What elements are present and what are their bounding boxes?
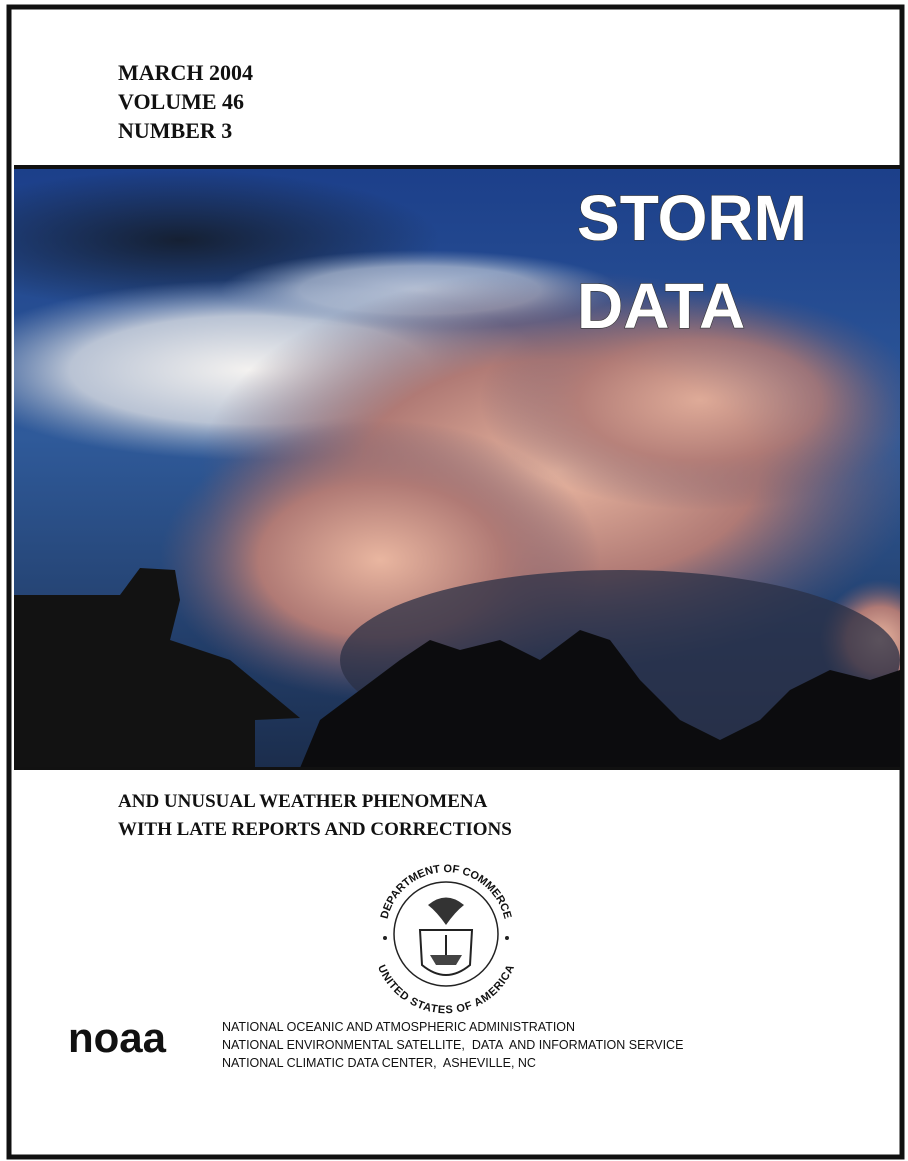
agency-line: NATIONAL OCEANIC AND ATMOSPHERIC ADMINIS…	[222, 1020, 575, 1034]
seal-bottom-text: UNITED STATES OF AMERICA	[375, 963, 517, 1016]
cover-photo	[0, 167, 908, 768]
photo-bottom-rule	[14, 767, 900, 770]
title-line: DATA	[577, 270, 745, 342]
photo-top-rule	[14, 165, 900, 169]
subtitle-line: WITH LATE REPORTS AND CORRECTIONS	[118, 819, 512, 840]
agency-line: NATIONAL CLIMATIC DATA CENTER, ASHEVILLE…	[222, 1056, 536, 1070]
agency-line: NATIONAL ENVIRONMENTAL SATELLITE, DATA A…	[222, 1038, 683, 1052]
noaa-logo: noaa	[68, 1014, 167, 1061]
number: NUMBER 3	[118, 118, 232, 143]
title-line: STORM	[577, 182, 807, 254]
seal-bottom-text-path: UNITED STATES OF AMERICA	[375, 963, 517, 1016]
commerce-seal: DEPARTMENT OF COMMERCE UNITED STATES OF …	[375, 863, 517, 1016]
volume: VOLUME 46	[118, 89, 244, 114]
cover-page: MARCH 2004 VOLUME 46 NUMBER 3 STORM DATA…	[0, 0, 908, 1161]
subtitle-line: AND UNUSUAL WEATHER PHENOMENA	[118, 791, 488, 812]
issue-date: MARCH 2004	[118, 60, 253, 85]
